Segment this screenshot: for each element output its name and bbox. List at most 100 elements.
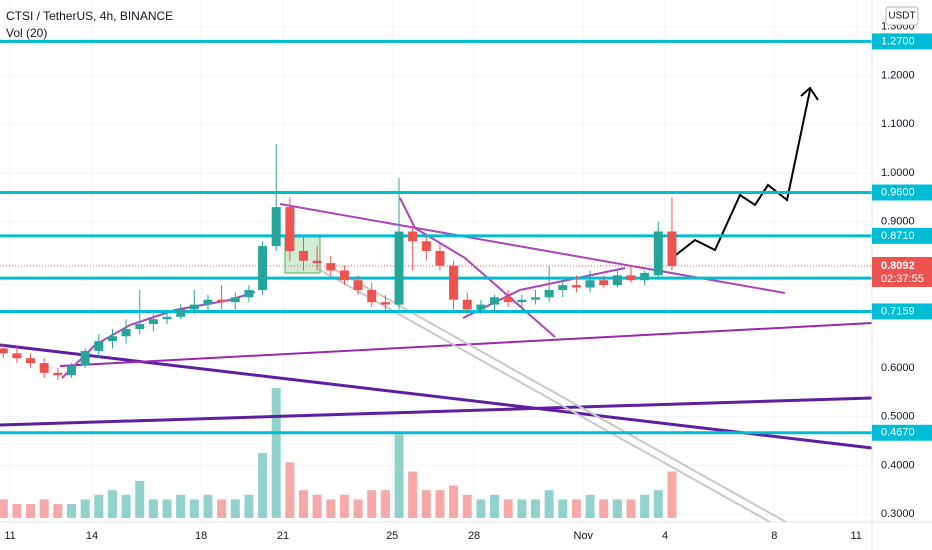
level-label: 0.4670 xyxy=(881,427,915,439)
currency-badge[interactable] xyxy=(885,6,919,26)
volume-bar xyxy=(544,490,554,518)
candle-body xyxy=(380,302,390,305)
volume-bar xyxy=(571,499,581,518)
volume-bar xyxy=(298,490,308,518)
volume-bar xyxy=(67,504,77,518)
x-tick-label: 11 xyxy=(850,530,861,542)
candle-body xyxy=(421,241,431,251)
level-label: 0.9600 xyxy=(881,186,915,198)
trendline xyxy=(279,203,786,294)
level-label: 1.2700 xyxy=(881,35,915,47)
trendline xyxy=(0,396,873,427)
volume-bar xyxy=(449,485,459,518)
volume-bar xyxy=(121,494,131,518)
y-tick-label: 0.6000 xyxy=(881,362,915,374)
volume-pane xyxy=(0,388,677,518)
volume-bar xyxy=(135,480,145,518)
candle-body xyxy=(244,289,254,298)
candle-body xyxy=(80,350,90,366)
volume-bar xyxy=(667,471,677,518)
x-tick-label: 11 xyxy=(4,530,15,542)
drawings xyxy=(0,86,873,523)
candle-body xyxy=(490,297,500,305)
y-tick-label: 0.4000 xyxy=(881,459,915,471)
candle-body xyxy=(148,319,158,325)
y-tick-label: 0.5000 xyxy=(881,411,915,423)
volume-bar xyxy=(585,494,595,518)
candle-body xyxy=(462,299,472,310)
volume-bar xyxy=(640,494,650,518)
x-tick-label: 21 xyxy=(277,530,289,542)
trendline xyxy=(399,197,556,338)
volume-bar xyxy=(394,434,404,518)
candle-body xyxy=(585,280,595,288)
candle-body xyxy=(67,365,77,376)
level-label-box xyxy=(872,424,932,441)
candle-body xyxy=(298,250,308,261)
volume-bar xyxy=(339,494,349,518)
trendline xyxy=(59,322,873,367)
candle-body xyxy=(189,304,199,310)
candle-body xyxy=(176,309,186,317)
volume-bar xyxy=(271,388,281,518)
volume-bar xyxy=(380,490,390,518)
last-price-label: 0.8092 xyxy=(881,260,915,272)
volume-bar xyxy=(0,499,8,518)
candle-body xyxy=(626,275,636,281)
candle-body xyxy=(640,272,650,281)
candle-body xyxy=(326,263,336,271)
volume-bar xyxy=(39,499,49,518)
candle-body xyxy=(353,280,363,290)
volume-bar xyxy=(189,499,199,518)
level-label-box xyxy=(872,303,932,320)
volume-bar xyxy=(217,499,227,518)
candle-body xyxy=(408,231,418,242)
arrow-head xyxy=(800,86,819,101)
candles xyxy=(0,143,677,381)
grid xyxy=(0,0,872,522)
candle-body xyxy=(94,341,104,351)
candle-body xyxy=(394,231,404,305)
y-tick-label: 0.9000 xyxy=(881,216,915,228)
candle-body xyxy=(258,246,268,290)
volume-bar xyxy=(353,499,363,518)
level-label-box xyxy=(872,33,932,50)
candle-body xyxy=(12,353,22,359)
candle-body xyxy=(135,324,145,329)
volume-bar xyxy=(162,499,172,518)
y-tick-label: 1.2000 xyxy=(881,69,915,81)
volume-bar xyxy=(558,499,568,518)
volume-bar xyxy=(626,499,636,518)
candle-body xyxy=(26,358,36,364)
candle-body xyxy=(571,285,581,288)
volume-bar xyxy=(176,494,186,518)
candle-body xyxy=(612,275,622,286)
volume-bar xyxy=(530,499,540,518)
y-tick-label: 1.0000 xyxy=(881,167,915,179)
volume-bar xyxy=(490,494,500,518)
volume-bar xyxy=(230,499,240,518)
candle-body xyxy=(53,372,63,376)
countdown: 02:37:55 xyxy=(881,273,924,285)
volume-bar xyxy=(653,490,663,518)
candle-body xyxy=(339,270,349,281)
candle-body xyxy=(503,297,513,303)
volume-bar xyxy=(12,504,22,518)
volume-label: Vol (20) xyxy=(6,26,47,40)
candle-body xyxy=(107,336,117,342)
volume-bar xyxy=(26,504,36,518)
candle-body xyxy=(121,328,131,337)
volume-bar xyxy=(244,494,254,518)
last-price-box xyxy=(872,256,932,287)
volume-bar xyxy=(408,471,418,518)
volume-bar xyxy=(203,494,213,518)
x-tick-label: 4 xyxy=(662,530,668,542)
x-tick-label: 8 xyxy=(771,530,777,542)
level-label-box xyxy=(872,227,932,244)
level-label: 0.7159 xyxy=(881,305,915,317)
currency-label[interactable]: USDT xyxy=(888,11,915,22)
volume-bar xyxy=(94,494,104,518)
candle-body xyxy=(653,231,663,276)
candle-body xyxy=(476,304,486,310)
candle-body xyxy=(312,260,322,264)
